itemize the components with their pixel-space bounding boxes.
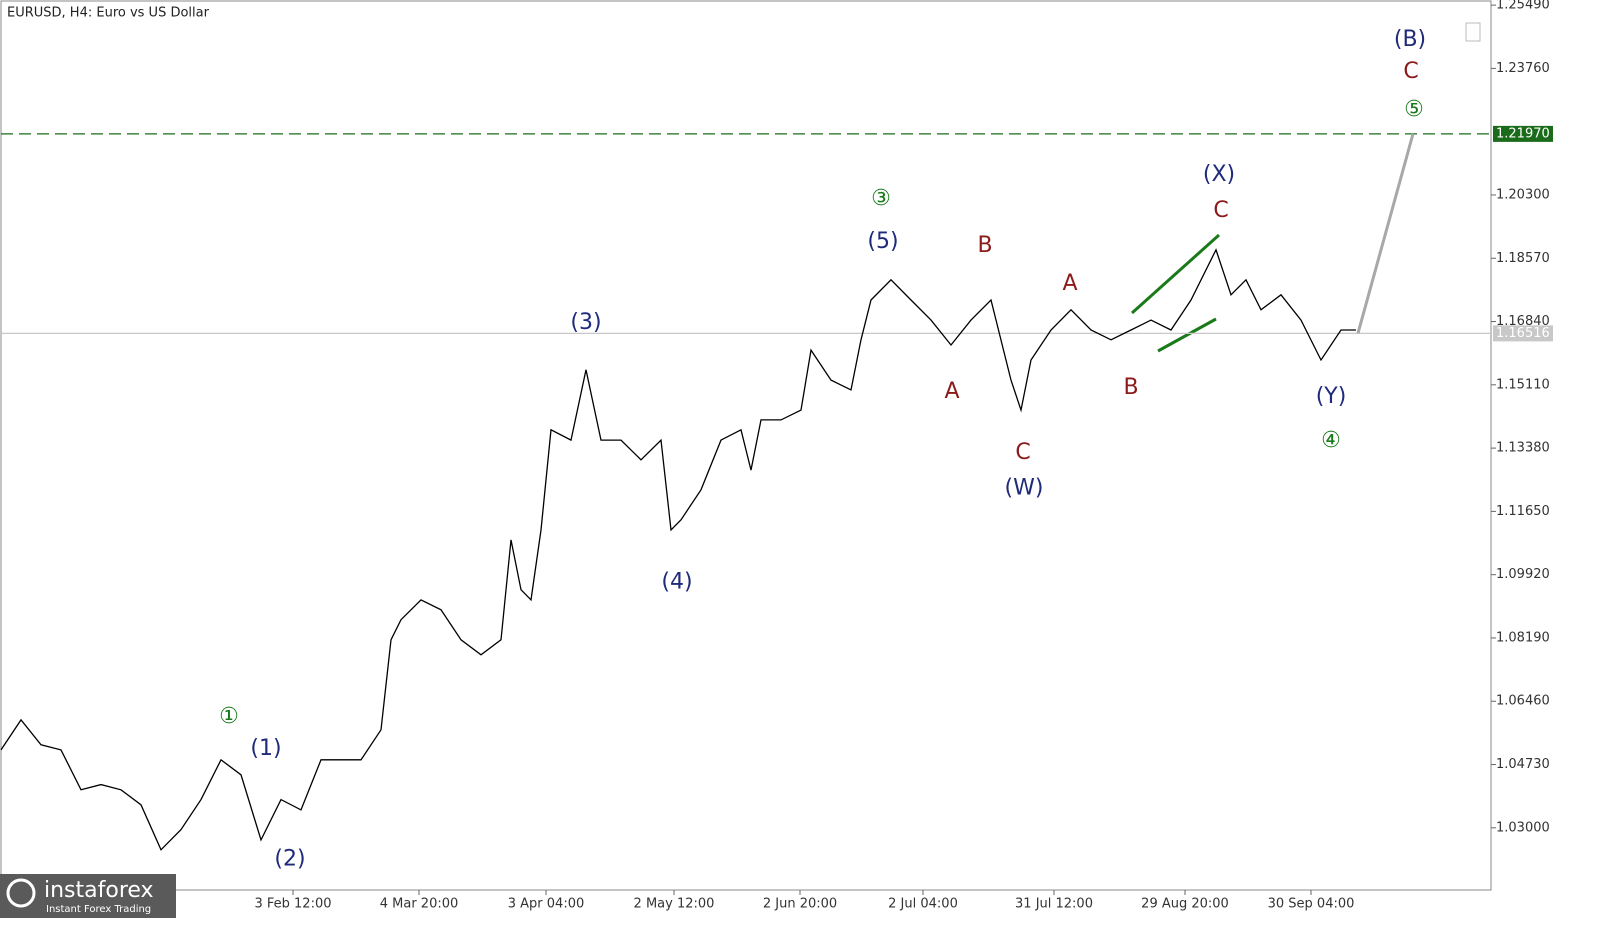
plot-frame — [0, 0, 1492, 891]
price-tag-label: 1.16516 — [1496, 326, 1550, 341]
x-tick-label: 30 Sep 04:00 — [1268, 897, 1355, 912]
wave-label: (W) — [1005, 476, 1044, 501]
wave-label: A — [1062, 271, 1077, 296]
y-tick-label: 1.16840 — [1496, 314, 1550, 329]
x-tick-label: 2 Jul 04:00 — [888, 897, 958, 912]
y-tick-label: 1.04730 — [1496, 757, 1550, 772]
x-tick-label: 31 Jul 12:00 — [1015, 897, 1093, 912]
y-tick-label: 1.11650 — [1496, 504, 1550, 519]
x-tick-label: 2 May 12:00 — [634, 897, 715, 912]
logo-icon — [6, 878, 36, 908]
wave-label: ③ — [871, 186, 891, 211]
price-tag — [1493, 125, 1553, 142]
price-tag-label: 1.21970 — [1496, 126, 1550, 141]
wave-label: ⑤ — [1404, 97, 1424, 122]
wave-label: ④ — [1321, 428, 1341, 453]
wave-label: B — [977, 233, 992, 258]
channel-line — [1130, 233, 1221, 315]
x-tick-label: 29 Aug 20:00 — [1141, 897, 1229, 912]
x-tick-label: 3 Feb 12:00 — [254, 897, 331, 912]
template-icon[interactable] — [1465, 22, 1481, 42]
wave-label: ① — [219, 704, 239, 729]
y-tick-label: 1.03000 — [1496, 820, 1550, 835]
y-tick-label: 1.06460 — [1496, 694, 1550, 709]
wave-label: C — [1213, 198, 1228, 223]
x-tick-label: 2 Jun 20:00 — [763, 897, 837, 912]
x-tick-label: 3 Apr 04:00 — [508, 897, 585, 912]
wave-label: (3) — [570, 310, 601, 335]
y-tick-label: 1.08190 — [1496, 630, 1550, 645]
wave-label: B — [1123, 375, 1138, 400]
wave-label: (4) — [661, 570, 692, 595]
wave-label: A — [944, 379, 959, 404]
x-tick-label: 4 Mar 20:00 — [380, 897, 459, 912]
wave-label: (2) — [274, 847, 305, 872]
y-tick-label: 1.20300 — [1496, 187, 1550, 202]
y-tick-label: 1.18570 — [1496, 251, 1550, 266]
wave-label: (Y) — [1316, 384, 1347, 409]
logo-tagline: Instant Forex Trading — [46, 904, 151, 915]
y-tick-label: 1.09920 — [1496, 567, 1550, 582]
channel-line — [1157, 317, 1217, 353]
y-tick-label: 1.25490 — [1496, 0, 1550, 13]
wave-label: (5) — [867, 229, 898, 254]
price-line — [1356, 133, 1415, 334]
price-tag — [1493, 325, 1553, 342]
wave-label: (X) — [1203, 162, 1235, 187]
wave-label: (1) — [250, 736, 281, 761]
logo-name: instaforex — [44, 878, 154, 903]
wave-label: C — [1015, 440, 1030, 465]
y-tick-label: 1.15110 — [1496, 377, 1550, 392]
price-line — [0, 248, 1356, 851]
wave-label: C — [1403, 59, 1418, 84]
y-tick-label: 1.23760 — [1496, 61, 1550, 76]
wave-label: (B) — [1394, 27, 1426, 52]
logo: instaforex Instant Forex Trading — [0, 874, 176, 918]
y-tick-label: 1.13380 — [1496, 441, 1550, 456]
chart-title: EURUSD, H4: Euro vs US Dollar — [7, 6, 210, 21]
